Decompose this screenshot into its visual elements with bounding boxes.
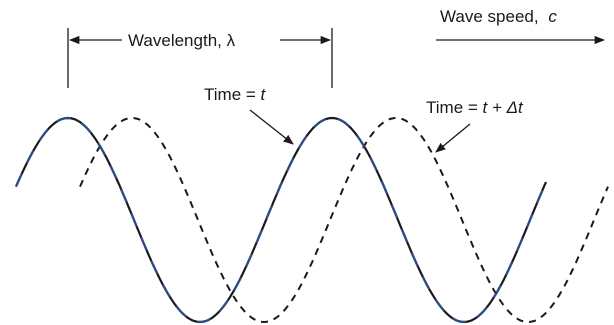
time-dt-prefix: Time = xyxy=(426,98,483,117)
time-t-var: t xyxy=(261,85,267,104)
time-t-callout: Time = t xyxy=(204,85,294,145)
time-dt-label: Time = t + Δt xyxy=(426,98,524,117)
wave-current-accent xyxy=(14,116,548,324)
wave-speed-symbol: c xyxy=(548,7,557,26)
time-t-label: Time = t xyxy=(204,85,267,104)
time-dt-pointer xyxy=(435,123,471,153)
wavelength-dimension: Wavelength, λ xyxy=(67,28,333,88)
wave-speed-label: Wave speed, c xyxy=(440,7,557,26)
wave-later xyxy=(79,116,609,324)
wavelength-label: Wavelength, λ xyxy=(128,31,236,50)
time-t-prefix: Time = xyxy=(204,85,261,104)
wave-current xyxy=(14,116,548,324)
wave-speed-text: Wave speed, xyxy=(440,7,539,26)
wave-speed: Wave speed, c xyxy=(436,7,606,45)
time-t-pointer xyxy=(249,109,294,145)
time-dt-expr: t + Δt xyxy=(483,98,525,117)
time-dt-callout: Time = t + Δt xyxy=(426,98,524,153)
